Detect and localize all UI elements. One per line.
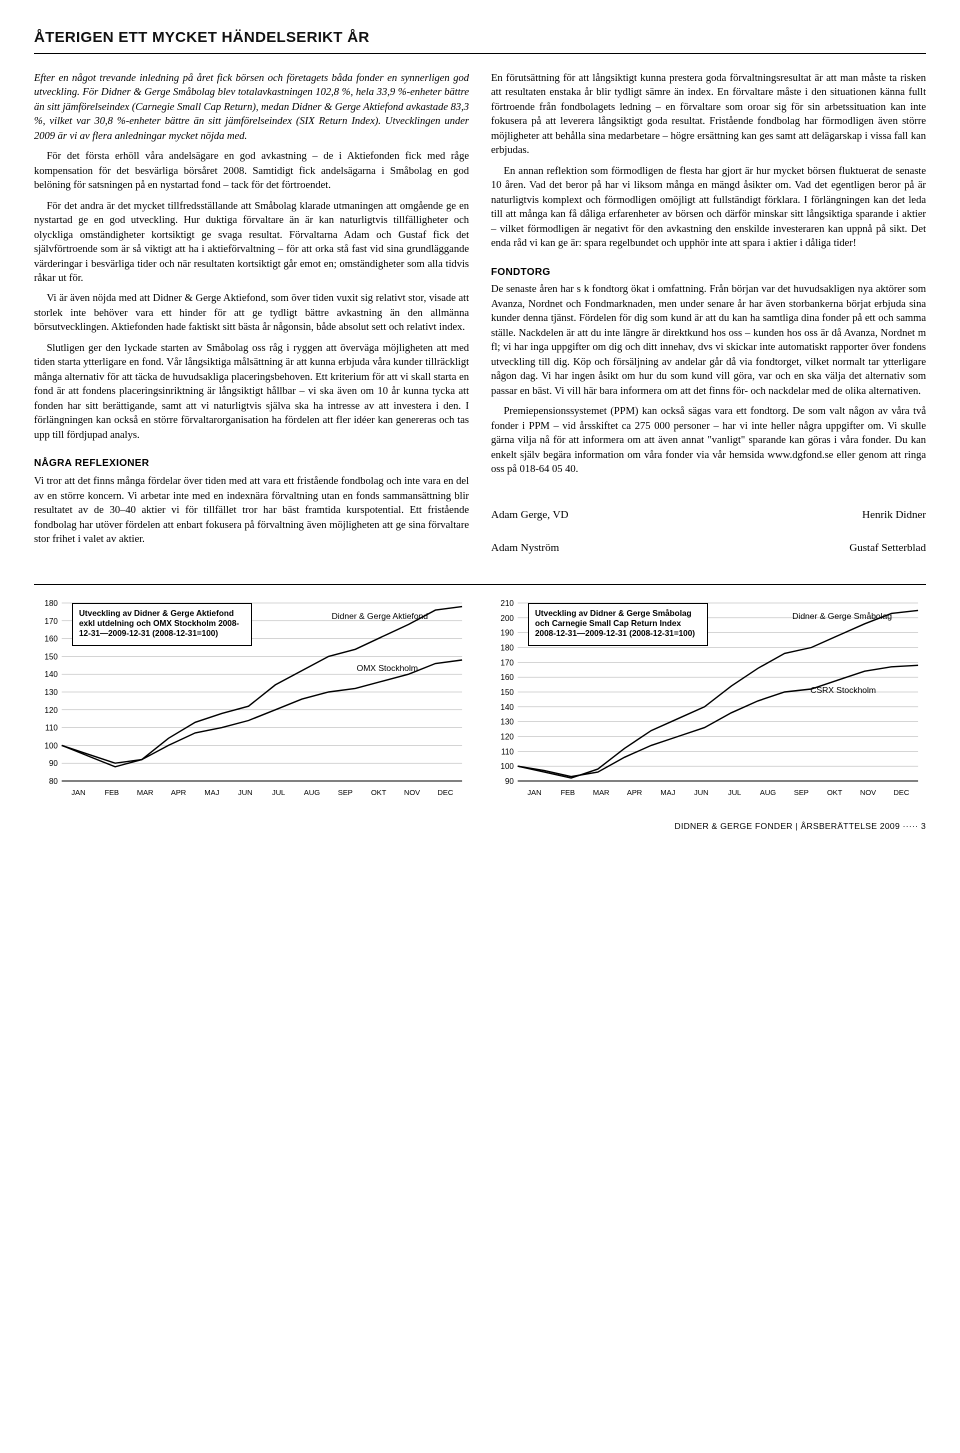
subhead-fondtorg: FONDTORG [491, 266, 926, 280]
sig-adam-nystrom: Adam Nyström [491, 541, 569, 556]
svg-text:AUG: AUG [760, 788, 776, 797]
para: Vi är även nöjda med att Didner & Gerge … [34, 292, 469, 335]
svg-text:SEP: SEP [794, 788, 809, 797]
svg-text:MAJ: MAJ [660, 788, 675, 797]
svg-text:110: 110 [501, 747, 514, 756]
para: Vi tror att det finns många fördelar öve… [34, 475, 469, 547]
chart2-series1-label: Didner & Gerge Småbolag [792, 611, 892, 623]
svg-text:JUN: JUN [238, 788, 252, 797]
para: Slutligen ger den lyckade starten av Små… [34, 342, 469, 443]
svg-text:DEC: DEC [438, 788, 454, 797]
svg-text:JUL: JUL [272, 788, 285, 797]
sig-adam-gerge: Adam Gerge, VD [491, 508, 569, 523]
svg-text:190: 190 [501, 629, 515, 638]
svg-text:JUN: JUN [694, 788, 708, 797]
svg-text:MAR: MAR [593, 788, 610, 797]
para: En annan reflektion som förmodligen de f… [491, 165, 926, 252]
svg-text:160: 160 [45, 635, 59, 644]
svg-text:170: 170 [501, 658, 515, 667]
svg-text:150: 150 [45, 652, 59, 661]
page-footer: DIDNER & GERGE FONDER | ÅRSBERÄTTELSE 20… [34, 821, 926, 833]
subhead-reflections: NÅGRA REFLEXIONER [34, 457, 469, 471]
svg-text:120: 120 [501, 732, 515, 741]
svg-text:90: 90 [505, 777, 514, 786]
signatures: Adam Gerge, VD Adam Nyström Henrik Didne… [491, 508, 926, 556]
charts-row: 80 90 100 110 120 130 140 150 160 170 180 JAN FEB MAR… [34, 584, 926, 797]
svg-text:OKT: OKT [827, 788, 843, 797]
svg-text:JAN: JAN [527, 788, 541, 797]
sig-gustaf-setterblad: Gustaf Setterblad [849, 541, 926, 556]
chart-aktiefond: 80 90 100 110 120 130 140 150 160 170 180 JAN FEB MAR… [34, 597, 470, 797]
svg-text:OKT: OKT [371, 788, 387, 797]
left-column: Efter en något trevande inledning på åre… [34, 72, 469, 556]
svg-text:MAR: MAR [137, 788, 154, 797]
chart1-series1-label: Didner & Gerge Aktiefond [332, 611, 428, 623]
text-columns: Efter en något trevande inledning på åre… [34, 72, 926, 556]
para: För det första erhöll våra andelsägare e… [34, 150, 469, 193]
svg-text:100: 100 [45, 741, 59, 750]
chart2-series2-label: CSRX Stockholm [810, 685, 876, 697]
para: En förutsättning för att långsiktigt kun… [491, 72, 926, 159]
svg-text:180: 180 [501, 643, 515, 652]
svg-text:210: 210 [501, 599, 515, 608]
svg-text:200: 200 [501, 614, 515, 623]
para: För det andra är det mycket tillfredsstä… [34, 200, 469, 287]
svg-text:NOV: NOV [860, 788, 876, 797]
para: Premiepensionssystemet (PPM) kan också s… [491, 405, 926, 477]
svg-text:JUL: JUL [728, 788, 741, 797]
svg-text:100: 100 [501, 762, 515, 771]
svg-text:110: 110 [45, 724, 58, 733]
intro-paragraph: Efter en något trevande inledning på åre… [34, 72, 469, 144]
svg-text:FEB: FEB [105, 788, 119, 797]
svg-text:130: 130 [501, 718, 515, 727]
svg-text:APR: APR [627, 788, 643, 797]
svg-text:150: 150 [501, 688, 515, 697]
svg-text:80: 80 [49, 777, 58, 786]
svg-text:90: 90 [49, 759, 58, 768]
right-column: En förutsättning för att långsiktigt kun… [491, 72, 926, 556]
svg-text:140: 140 [501, 703, 515, 712]
svg-text:APR: APR [171, 788, 187, 797]
page-title: ÅTERIGEN ETT MYCKET HÄNDELSERIKT ÅR [34, 28, 926, 54]
sig-henrik-didner: Henrik Didner [849, 508, 926, 523]
svg-text:160: 160 [501, 673, 515, 682]
svg-text:DEC: DEC [894, 788, 910, 797]
para: De senaste åren har s k fondtorg ökat i … [491, 283, 926, 399]
svg-text:170: 170 [45, 617, 59, 626]
chart1-series2-label: OMX Stockholm [357, 663, 418, 675]
chart1-title-box: Utveckling av Didner & Gerge Aktiefond e… [72, 603, 252, 646]
svg-text:180: 180 [45, 599, 59, 608]
svg-text:AUG: AUG [304, 788, 320, 797]
svg-text:NOV: NOV [404, 788, 420, 797]
svg-text:130: 130 [45, 688, 59, 697]
svg-text:MAJ: MAJ [204, 788, 219, 797]
svg-text:120: 120 [45, 706, 59, 715]
svg-text:SEP: SEP [338, 788, 353, 797]
svg-text:JAN: JAN [71, 788, 85, 797]
svg-text:140: 140 [45, 670, 59, 679]
svg-text:FEB: FEB [561, 788, 575, 797]
chart-smabolag: 90 100 110 120 130 140 150 160 170 180 190 200 210 JA… [490, 597, 926, 797]
chart2-title-box: Utveckling av Didner & Gerge Småbolag oc… [528, 603, 708, 646]
